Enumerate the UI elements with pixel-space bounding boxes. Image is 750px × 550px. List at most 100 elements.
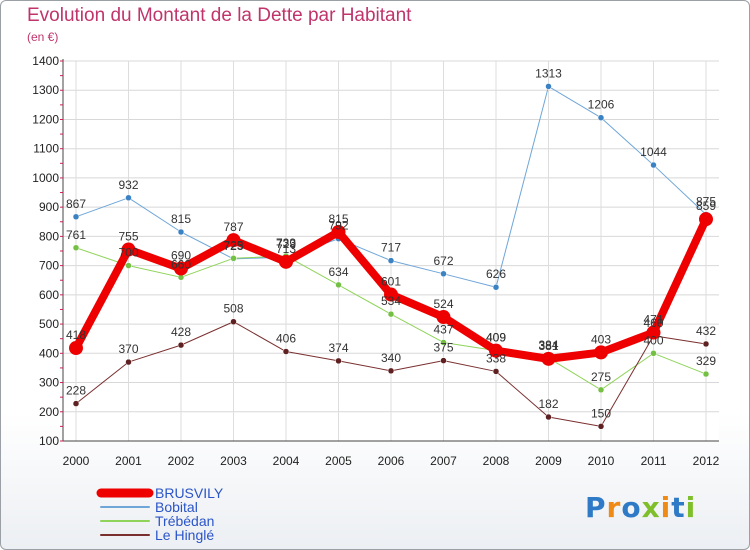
- data-point: [69, 341, 83, 356]
- data-label: 460: [643, 316, 663, 330]
- proxiti-logo: Proxiti: [585, 491, 696, 524]
- data-point: [489, 343, 503, 358]
- data-label: 1044: [640, 145, 667, 159]
- data-label: 524: [433, 297, 453, 311]
- legend-label: Trébédan: [155, 513, 214, 529]
- data-point: [492, 283, 500, 291]
- data-label: 534: [381, 294, 401, 308]
- data-label: 150: [591, 406, 611, 420]
- data-point: [279, 254, 293, 269]
- data-label: 755: [118, 230, 138, 244]
- data-label: 761: [66, 228, 86, 242]
- data-label: 733: [276, 236, 296, 250]
- data-label: 228: [66, 384, 86, 398]
- data-label: 428: [171, 325, 191, 339]
- y-tick-label: 100: [39, 434, 59, 448]
- legend-item: BRUSVILY: [96, 485, 224, 501]
- y-tick-label: 1200: [32, 112, 59, 126]
- y-tick-label: 400: [39, 346, 59, 360]
- data-label: 792: [328, 219, 348, 233]
- data-point: [335, 281, 342, 289]
- logo-letter: i: [660, 491, 672, 524]
- data-label: 375: [433, 341, 453, 355]
- data-label: 867: [66, 197, 86, 211]
- data-label: 859: [696, 199, 716, 213]
- chart-subtitle: (en €): [27, 30, 59, 44]
- data-point: [125, 358, 132, 366]
- data-label: 409: [486, 331, 506, 345]
- data-label: 338: [486, 351, 506, 365]
- x-tick-label: 2007: [430, 454, 457, 468]
- x-tick-label: 2000: [63, 454, 90, 468]
- data-point: [387, 257, 395, 264]
- data-label: 634: [328, 265, 348, 279]
- data-point: [440, 339, 447, 346]
- data-label: 406: [276, 332, 296, 346]
- data-label: 432: [696, 324, 716, 338]
- data-point: [125, 262, 132, 269]
- y-tick-label: 1300: [32, 83, 59, 97]
- data-label: 403: [591, 332, 611, 346]
- data-point: [121, 242, 136, 257]
- y-tick-label: 1000: [32, 171, 59, 185]
- data-label: 400: [643, 333, 663, 347]
- logo-letter: P: [585, 491, 607, 524]
- data-point: [436, 310, 451, 325]
- data-point: [440, 357, 447, 364]
- data-point: [545, 83, 552, 90]
- data-point: [177, 228, 185, 236]
- y-tick-label: 700: [39, 259, 59, 273]
- data-point: [597, 114, 605, 121]
- data-label: 815: [328, 212, 348, 226]
- data-point: [230, 318, 237, 325]
- legend-item: Bobital: [100, 499, 198, 515]
- data-point: [541, 351, 556, 366]
- x-tick-label: 2005: [325, 454, 352, 468]
- data-label: 275: [591, 370, 611, 384]
- y-tick-label: 1400: [32, 54, 59, 68]
- x-tick-label: 2009: [535, 454, 562, 468]
- y-tick-label: 200: [39, 405, 59, 419]
- data-label: 700: [118, 246, 138, 260]
- y-tick-label: 600: [39, 288, 59, 302]
- data-label: 409: [486, 331, 506, 345]
- logo-letter: x: [641, 491, 661, 524]
- data-point: [597, 386, 605, 394]
- data-label: 626: [486, 267, 506, 281]
- data-point: [226, 233, 241, 248]
- data-point: [387, 310, 395, 318]
- data-point: [177, 341, 185, 349]
- data-label: 815: [171, 212, 191, 226]
- y-tick-label: 800: [39, 229, 59, 243]
- data-label: 384: [538, 338, 558, 352]
- legend-label: Bobital: [155, 499, 198, 515]
- x-tick-label: 2001: [115, 454, 142, 468]
- y-tick-label: 900: [39, 200, 59, 214]
- data-point: [331, 225, 346, 239]
- data-point: [282, 348, 290, 355]
- data-label: 381: [538, 339, 558, 353]
- data-point: [650, 350, 657, 357]
- data-point: [699, 212, 713, 227]
- data-label: 717: [381, 241, 401, 255]
- data-label: 182: [538, 397, 558, 411]
- x-tick-label: 2003: [220, 454, 247, 468]
- data-label: 374: [328, 341, 348, 355]
- x-tick-label: 2011: [641, 454, 667, 468]
- legend-label: BRUSVILY: [155, 485, 224, 501]
- data-point: [125, 194, 132, 202]
- data-label: 1206: [588, 98, 615, 112]
- x-tick-label: 2006: [378, 454, 405, 468]
- data-label: 787: [223, 220, 243, 234]
- data-point: [545, 413, 552, 421]
- data-point: [384, 287, 398, 302]
- data-point: [230, 255, 237, 262]
- data-point: [335, 357, 342, 365]
- data-point: [650, 161, 657, 169]
- data-label: 370: [118, 342, 138, 356]
- chart-title: Evolution du Montant de la Dette par Hab…: [27, 5, 412, 26]
- data-label: 508: [223, 302, 243, 316]
- y-tick-label: 1100: [33, 142, 59, 156]
